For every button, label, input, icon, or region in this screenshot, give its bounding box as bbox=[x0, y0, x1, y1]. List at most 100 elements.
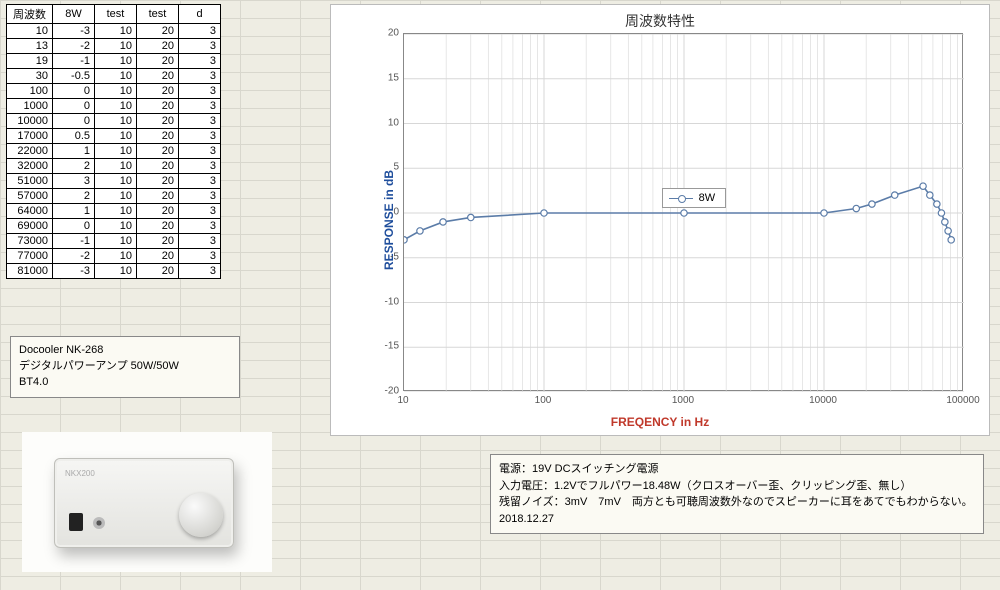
table-cell[interactable]: 1 bbox=[53, 204, 95, 219]
table-cell[interactable]: 10 bbox=[95, 129, 137, 144]
table-cell[interactable]: 64000 bbox=[7, 204, 53, 219]
chart-title: 周波数特性 bbox=[331, 11, 989, 31]
table-cell[interactable]: 20 bbox=[137, 39, 179, 54]
table-cell[interactable]: 19 bbox=[7, 54, 53, 69]
table-cell[interactable]: 1 bbox=[53, 144, 95, 159]
notes-line: 残留ノイズ：3mV 7mV 両方とも可聴周波数外なのでスピーカーに耳をあてでもわ… bbox=[499, 494, 975, 511]
table-cell[interactable]: 69000 bbox=[7, 219, 53, 234]
table-cell[interactable]: 32000 bbox=[7, 159, 53, 174]
chart-ytick: -10 bbox=[385, 296, 399, 307]
table-cell[interactable]: 10 bbox=[95, 204, 137, 219]
table-cell[interactable]: 10 bbox=[95, 264, 137, 279]
table-cell[interactable]: 20 bbox=[137, 84, 179, 99]
table-cell[interactable]: 3 bbox=[179, 114, 221, 129]
table-cell[interactable]: 20 bbox=[137, 249, 179, 264]
table-cell[interactable]: 20 bbox=[137, 174, 179, 189]
chart-xtick: 10000 bbox=[809, 395, 837, 406]
table-cell[interactable]: 10 bbox=[95, 144, 137, 159]
table-cell[interactable]: 20 bbox=[137, 189, 179, 204]
table-cell[interactable]: 20 bbox=[137, 204, 179, 219]
table-cell[interactable]: 10 bbox=[7, 24, 53, 39]
table-cell[interactable]: -1 bbox=[53, 54, 95, 69]
table-cell[interactable]: 3 bbox=[179, 189, 221, 204]
table-cell[interactable]: 3 bbox=[179, 144, 221, 159]
table-cell[interactable]: 3 bbox=[179, 84, 221, 99]
table-cell[interactable]: 100 bbox=[7, 84, 53, 99]
table-cell[interactable]: 10 bbox=[95, 69, 137, 84]
table-row: 57000210203 bbox=[7, 189, 221, 204]
table-cell[interactable]: 57000 bbox=[7, 189, 53, 204]
table-cell[interactable]: 20 bbox=[137, 69, 179, 84]
table-row: 32000210203 bbox=[7, 159, 221, 174]
table-cell[interactable]: 10 bbox=[95, 234, 137, 249]
table-cell[interactable]: 3 bbox=[179, 99, 221, 114]
table-cell[interactable]: 73000 bbox=[7, 234, 53, 249]
table-cell[interactable]: -1 bbox=[53, 234, 95, 249]
table-cell[interactable]: 17000 bbox=[7, 129, 53, 144]
table-cell[interactable]: 10 bbox=[95, 219, 137, 234]
table-cell[interactable]: 20 bbox=[137, 264, 179, 279]
table-cell[interactable]: -3 bbox=[53, 264, 95, 279]
table-cell[interactable]: 30 bbox=[7, 69, 53, 84]
table-cell[interactable]: 3 bbox=[179, 69, 221, 84]
table-cell[interactable]: 10 bbox=[95, 24, 137, 39]
table-cell[interactable]: 10 bbox=[95, 249, 137, 264]
table-cell[interactable]: 2 bbox=[53, 159, 95, 174]
table-cell[interactable]: 81000 bbox=[7, 264, 53, 279]
table-cell[interactable]: 0 bbox=[53, 219, 95, 234]
table-cell[interactable]: 10 bbox=[95, 54, 137, 69]
table-cell[interactable]: 20 bbox=[137, 129, 179, 144]
table-cell[interactable]: 0 bbox=[53, 99, 95, 114]
table-cell[interactable]: -3 bbox=[53, 24, 95, 39]
table-row: 73000-110203 bbox=[7, 234, 221, 249]
table-cell[interactable]: 3 bbox=[179, 24, 221, 39]
table-cell[interactable]: 3 bbox=[179, 204, 221, 219]
table-cell[interactable]: 1000 bbox=[7, 99, 53, 114]
table-cell[interactable]: 10 bbox=[95, 159, 137, 174]
table-cell[interactable]: -2 bbox=[53, 249, 95, 264]
table-cell[interactable]: 20 bbox=[137, 159, 179, 174]
table-cell[interactable]: 20 bbox=[137, 144, 179, 159]
table-cell[interactable]: 10 bbox=[95, 84, 137, 99]
col-header[interactable]: 8W bbox=[53, 5, 95, 24]
table-cell[interactable]: 3 bbox=[179, 249, 221, 264]
table-cell[interactable]: 0.5 bbox=[53, 129, 95, 144]
table-cell[interactable]: 20 bbox=[137, 219, 179, 234]
table-cell[interactable]: -0.5 bbox=[53, 69, 95, 84]
table-cell[interactable]: 51000 bbox=[7, 174, 53, 189]
table-cell[interactable]: 0 bbox=[53, 114, 95, 129]
table-cell[interactable]: 2 bbox=[53, 189, 95, 204]
table-header-row: 周波数 8W test test d bbox=[7, 5, 221, 24]
table-cell[interactable]: 20 bbox=[137, 99, 179, 114]
table-cell[interactable]: 3 bbox=[179, 219, 221, 234]
table-cell[interactable]: 20 bbox=[137, 114, 179, 129]
table-cell[interactable]: 10000 bbox=[7, 114, 53, 129]
table-cell[interactable]: 22000 bbox=[7, 144, 53, 159]
col-header[interactable]: test bbox=[95, 5, 137, 24]
table-cell[interactable]: 3 bbox=[179, 39, 221, 54]
col-header[interactable]: test bbox=[137, 5, 179, 24]
table-cell[interactable]: 77000 bbox=[7, 249, 53, 264]
table-cell[interactable]: 20 bbox=[137, 54, 179, 69]
table-row: 13-210203 bbox=[7, 39, 221, 54]
table-cell[interactable]: 10 bbox=[95, 39, 137, 54]
table-cell[interactable]: 3 bbox=[179, 264, 221, 279]
table-cell[interactable]: 3 bbox=[179, 159, 221, 174]
table-cell[interactable]: 3 bbox=[179, 174, 221, 189]
col-header[interactable]: d bbox=[179, 5, 221, 24]
table-cell[interactable]: 0 bbox=[53, 84, 95, 99]
col-header[interactable]: 周波数 bbox=[7, 5, 53, 24]
table-row: 69000010203 bbox=[7, 219, 221, 234]
table-cell[interactable]: 3 bbox=[53, 174, 95, 189]
table-cell[interactable]: 3 bbox=[179, 234, 221, 249]
table-cell[interactable]: 10 bbox=[95, 99, 137, 114]
table-cell[interactable]: 10 bbox=[95, 174, 137, 189]
table-cell[interactable]: 13 bbox=[7, 39, 53, 54]
table-cell[interactable]: 20 bbox=[137, 234, 179, 249]
table-cell[interactable]: 3 bbox=[179, 54, 221, 69]
table-cell[interactable]: 20 bbox=[137, 24, 179, 39]
table-cell[interactable]: 3 bbox=[179, 129, 221, 144]
table-cell[interactable]: 10 bbox=[95, 189, 137, 204]
table-cell[interactable]: 10 bbox=[95, 114, 137, 129]
table-cell[interactable]: -2 bbox=[53, 39, 95, 54]
